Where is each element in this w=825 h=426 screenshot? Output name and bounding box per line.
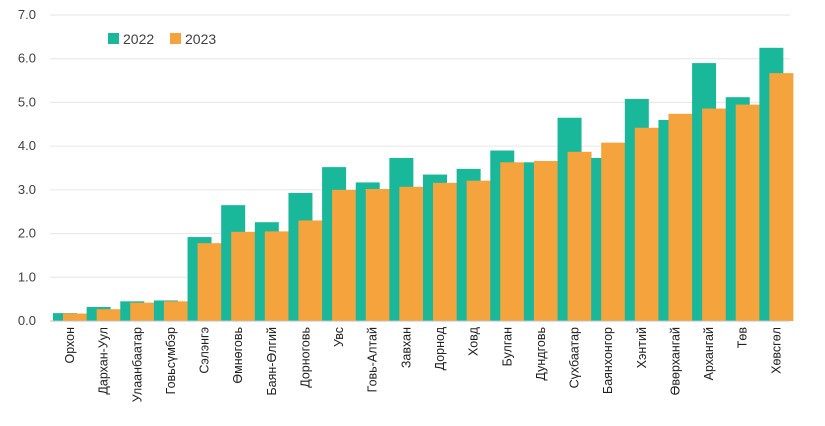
bar-2023 — [702, 108, 727, 321]
y-tick-label: 6.0 — [18, 51, 36, 66]
bar-2023 — [63, 313, 87, 321]
bar-2023 — [197, 243, 222, 321]
bar-2023 — [231, 231, 256, 321]
x-category-label: Дундговь — [534, 327, 548, 381]
y-tick-label: 3.0 — [18, 182, 36, 197]
y-tick-label: 7.0 — [18, 7, 36, 22]
x-category-label: Орхон — [63, 327, 77, 364]
x-category-label: Увс — [332, 327, 346, 347]
bar-2023 — [264, 231, 289, 321]
bar-2023 — [399, 186, 424, 321]
y-tick-label: 5.0 — [18, 94, 36, 109]
x-category-label: Булган — [500, 327, 514, 366]
bar-2023 — [96, 309, 121, 321]
x-category-label: Төв — [736, 327, 750, 349]
x-category-label: Завхан — [399, 327, 413, 368]
x-axis-category-labels: Орхон Дархан-Уул Улаанбаатар Говьсүмбэр Сэлэ… — [63, 326, 783, 402]
x-category-label: Говьсүмбэр — [164, 327, 178, 394]
bar-2023 — [130, 302, 155, 321]
legend-swatch — [108, 33, 119, 44]
x-category-label: Өвөрхангай — [668, 327, 682, 395]
bar-2023 — [298, 220, 323, 321]
y-axis-tick-labels: 0.0 1.0 2.0 3.0 4.0 5.0 6.0 7.0 — [18, 7, 36, 328]
bar-2023 — [601, 142, 626, 321]
x-category-label: Улаанбаатар — [130, 327, 144, 402]
x-category-label: Говь-Алтай — [366, 327, 380, 392]
legend-swatch — [170, 33, 181, 44]
y-tick-label: 2.0 — [18, 226, 36, 241]
bars — [53, 47, 794, 322]
x-category-label: Баянхонгор — [601, 327, 615, 394]
x-category-label: Сүхбаатар — [568, 327, 582, 388]
x-category-label: Сэлэнгэ — [198, 327, 212, 374]
x-category-label: Дорнод — [433, 326, 447, 370]
x-category-label: Архангай — [702, 327, 716, 380]
bar-2023 — [735, 104, 760, 321]
x-category-label: Баян-Өлгий — [265, 327, 279, 396]
bar-2023 — [634, 127, 659, 321]
y-tick-label: 0.0 — [18, 313, 36, 328]
bar-2023 — [433, 182, 457, 321]
bar-2023 — [668, 113, 693, 322]
x-category-label: Хөвсгөл — [769, 327, 783, 374]
x-category-label: Ховд — [467, 326, 481, 356]
y-tick-label: 1.0 — [18, 269, 36, 284]
bar-2023 — [365, 188, 390, 321]
x-category-label: Дархан-Уул — [97, 327, 111, 395]
bar-2023 — [466, 180, 491, 321]
bar-2023 — [533, 161, 558, 321]
x-category-label: Өмнөговь — [231, 327, 245, 384]
bar-2023 — [567, 151, 592, 321]
bar-2023 — [500, 162, 525, 321]
bar-2023 — [163, 301, 188, 321]
bar-2023 — [769, 73, 794, 321]
legend-label: 2022 — [123, 31, 154, 47]
x-category-label: Дорноговь — [298, 327, 312, 388]
x-category-label: Хэнтий — [635, 327, 649, 368]
y-tick-label: 4.0 — [18, 138, 36, 153]
bar-2023 — [332, 189, 357, 321]
legend-label: 2023 — [185, 31, 216, 47]
legend: 2022 2023 — [108, 31, 216, 47]
